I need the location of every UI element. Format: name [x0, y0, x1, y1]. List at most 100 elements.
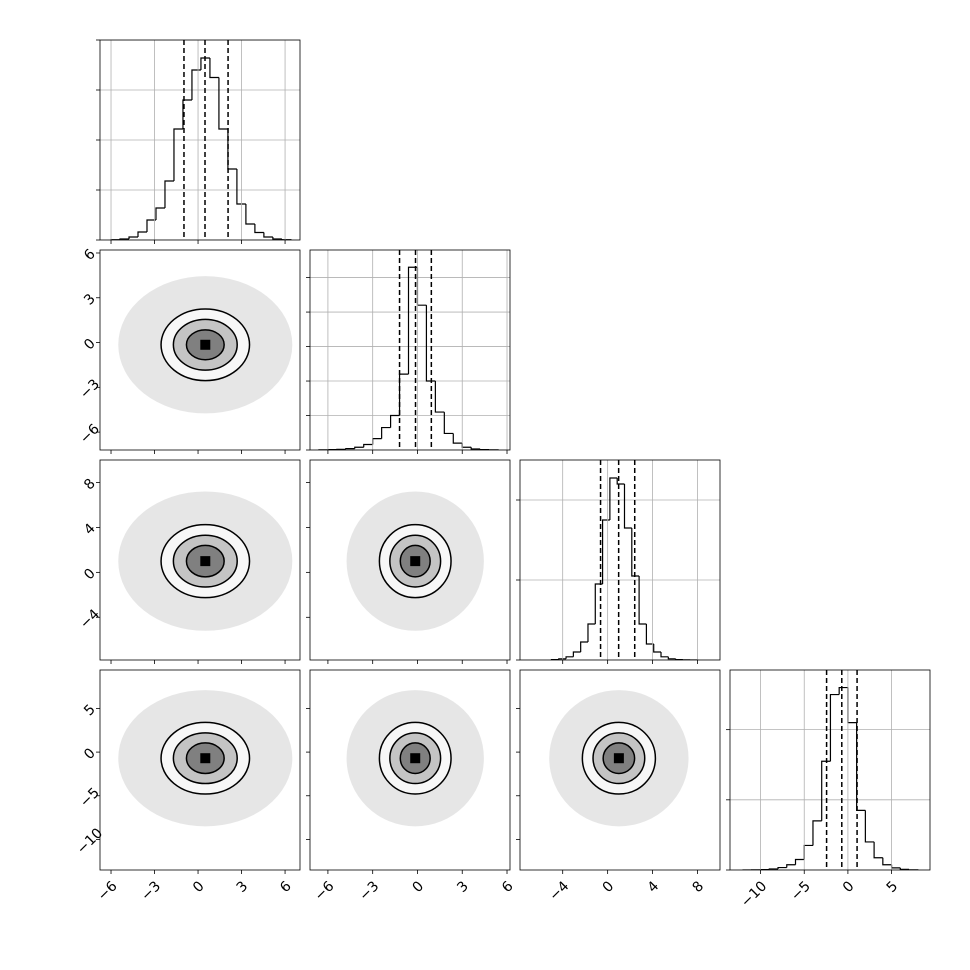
panel-frame [309, 669, 511, 871]
panel [346, 491, 484, 631]
histogram-bin [425, 305, 436, 382]
y-tick-label: −3 [77, 376, 103, 402]
panel-frame [99, 669, 301, 871]
histogram-bin [873, 841, 883, 859]
histogram-bin [601, 519, 610, 584]
x-tick-label: 6 [277, 878, 295, 896]
x-tick-label: −10 [738, 878, 770, 910]
panel [118, 491, 293, 631]
y-tick-label: 0 [81, 745, 99, 763]
histogram-bin [675, 658, 683, 660]
histogram-bin [821, 760, 831, 821]
histogram-bin [173, 128, 183, 181]
x-tick-label: 0 [600, 878, 618, 896]
panel-frame [519, 669, 721, 871]
y-tick-label: 3 [81, 291, 99, 309]
density-peak [410, 753, 421, 764]
histogram-bin [128, 236, 138, 239]
x-tick-label: 0 [840, 878, 858, 896]
density-peak [200, 339, 211, 350]
histogram-bin [623, 484, 632, 529]
histogram-bin [146, 219, 156, 232]
histogram-bin [407, 266, 418, 375]
histogram-bin [354, 446, 364, 449]
histogram-bin [856, 722, 866, 811]
histogram-bin [864, 810, 875, 843]
panel [549, 690, 689, 827]
x-tick-label: −4 [546, 878, 572, 904]
histogram-bin [653, 644, 662, 653]
histogram-bin [398, 373, 409, 416]
density-peak [200, 753, 211, 764]
histogram-bin [345, 448, 355, 450]
histogram-bin [638, 576, 647, 625]
y-tick-label: 4 [81, 521, 99, 539]
panel-frame [519, 459, 721, 661]
histogram-bin [587, 623, 596, 642]
x-tick-label: 5 [884, 878, 902, 896]
histogram-bin [580, 641, 588, 652]
panel [118, 690, 293, 827]
histogram-bin [155, 207, 165, 220]
x-tick-label: 0 [190, 878, 208, 896]
y-tick-label: 0 [81, 336, 99, 354]
histogram-bin [272, 237, 282, 240]
histogram-bin [565, 656, 574, 659]
y-tick-label: −5 [77, 785, 103, 811]
panel-frame [99, 459, 301, 661]
x-tick-label: 4 [645, 878, 663, 896]
histogram-bin [236, 169, 246, 205]
histogram-bin [838, 686, 848, 695]
histogram-bin [470, 447, 481, 450]
histogram-bin [209, 58, 219, 79]
histogram-bin [363, 443, 373, 448]
y-tick-label: −4 [77, 606, 103, 632]
x-tick-label: −5 [788, 878, 814, 904]
histogram-bin [631, 528, 640, 577]
histogram-bin [645, 624, 654, 645]
y-tick-label: 8 [81, 476, 99, 494]
x-tick-label: −3 [356, 878, 382, 904]
histogram-bin [372, 438, 382, 445]
panel [310, 250, 510, 450]
histogram-bin [227, 129, 237, 170]
x-tick-label: 6 [499, 878, 517, 896]
histogram-bin [200, 57, 210, 70]
histogram-bin [245, 204, 255, 225]
x-tick-label: −6 [95, 878, 121, 904]
histogram-bin [558, 658, 567, 660]
histogram-bin [434, 381, 445, 413]
panel-frame [309, 249, 511, 451]
panel-frame [99, 249, 301, 451]
histogram-bin [461, 443, 472, 448]
histogram-bin [452, 433, 463, 444]
histogram-bin [164, 180, 174, 208]
y-tick-label: 0 [81, 566, 99, 584]
histogram-bin [829, 693, 840, 762]
panel-frame [729, 669, 931, 871]
histogram-bin [899, 867, 910, 870]
y-tick-label: 5 [81, 702, 99, 720]
histogram-bin [137, 231, 147, 237]
histogram-bin [263, 232, 273, 238]
y-tick-label: 6 [81, 246, 99, 264]
histogram-bin [218, 77, 228, 130]
panel-frame [309, 459, 511, 661]
histogram-bin [786, 864, 796, 868]
histogram-bin [768, 868, 779, 870]
histogram-bin [890, 864, 901, 869]
histogram-bin [794, 858, 805, 865]
x-tick-label: −6 [312, 878, 338, 904]
panel [520, 460, 720, 660]
histogram-bin [882, 857, 892, 866]
histogram-bin [812, 820, 822, 846]
histogram-bin [667, 656, 676, 660]
histogram-bin [479, 448, 490, 450]
panel [100, 40, 300, 240]
histogram-bin [254, 224, 264, 234]
histogram-bin [803, 844, 813, 860]
histogram-bin [609, 477, 618, 520]
histogram-bin [572, 651, 581, 657]
